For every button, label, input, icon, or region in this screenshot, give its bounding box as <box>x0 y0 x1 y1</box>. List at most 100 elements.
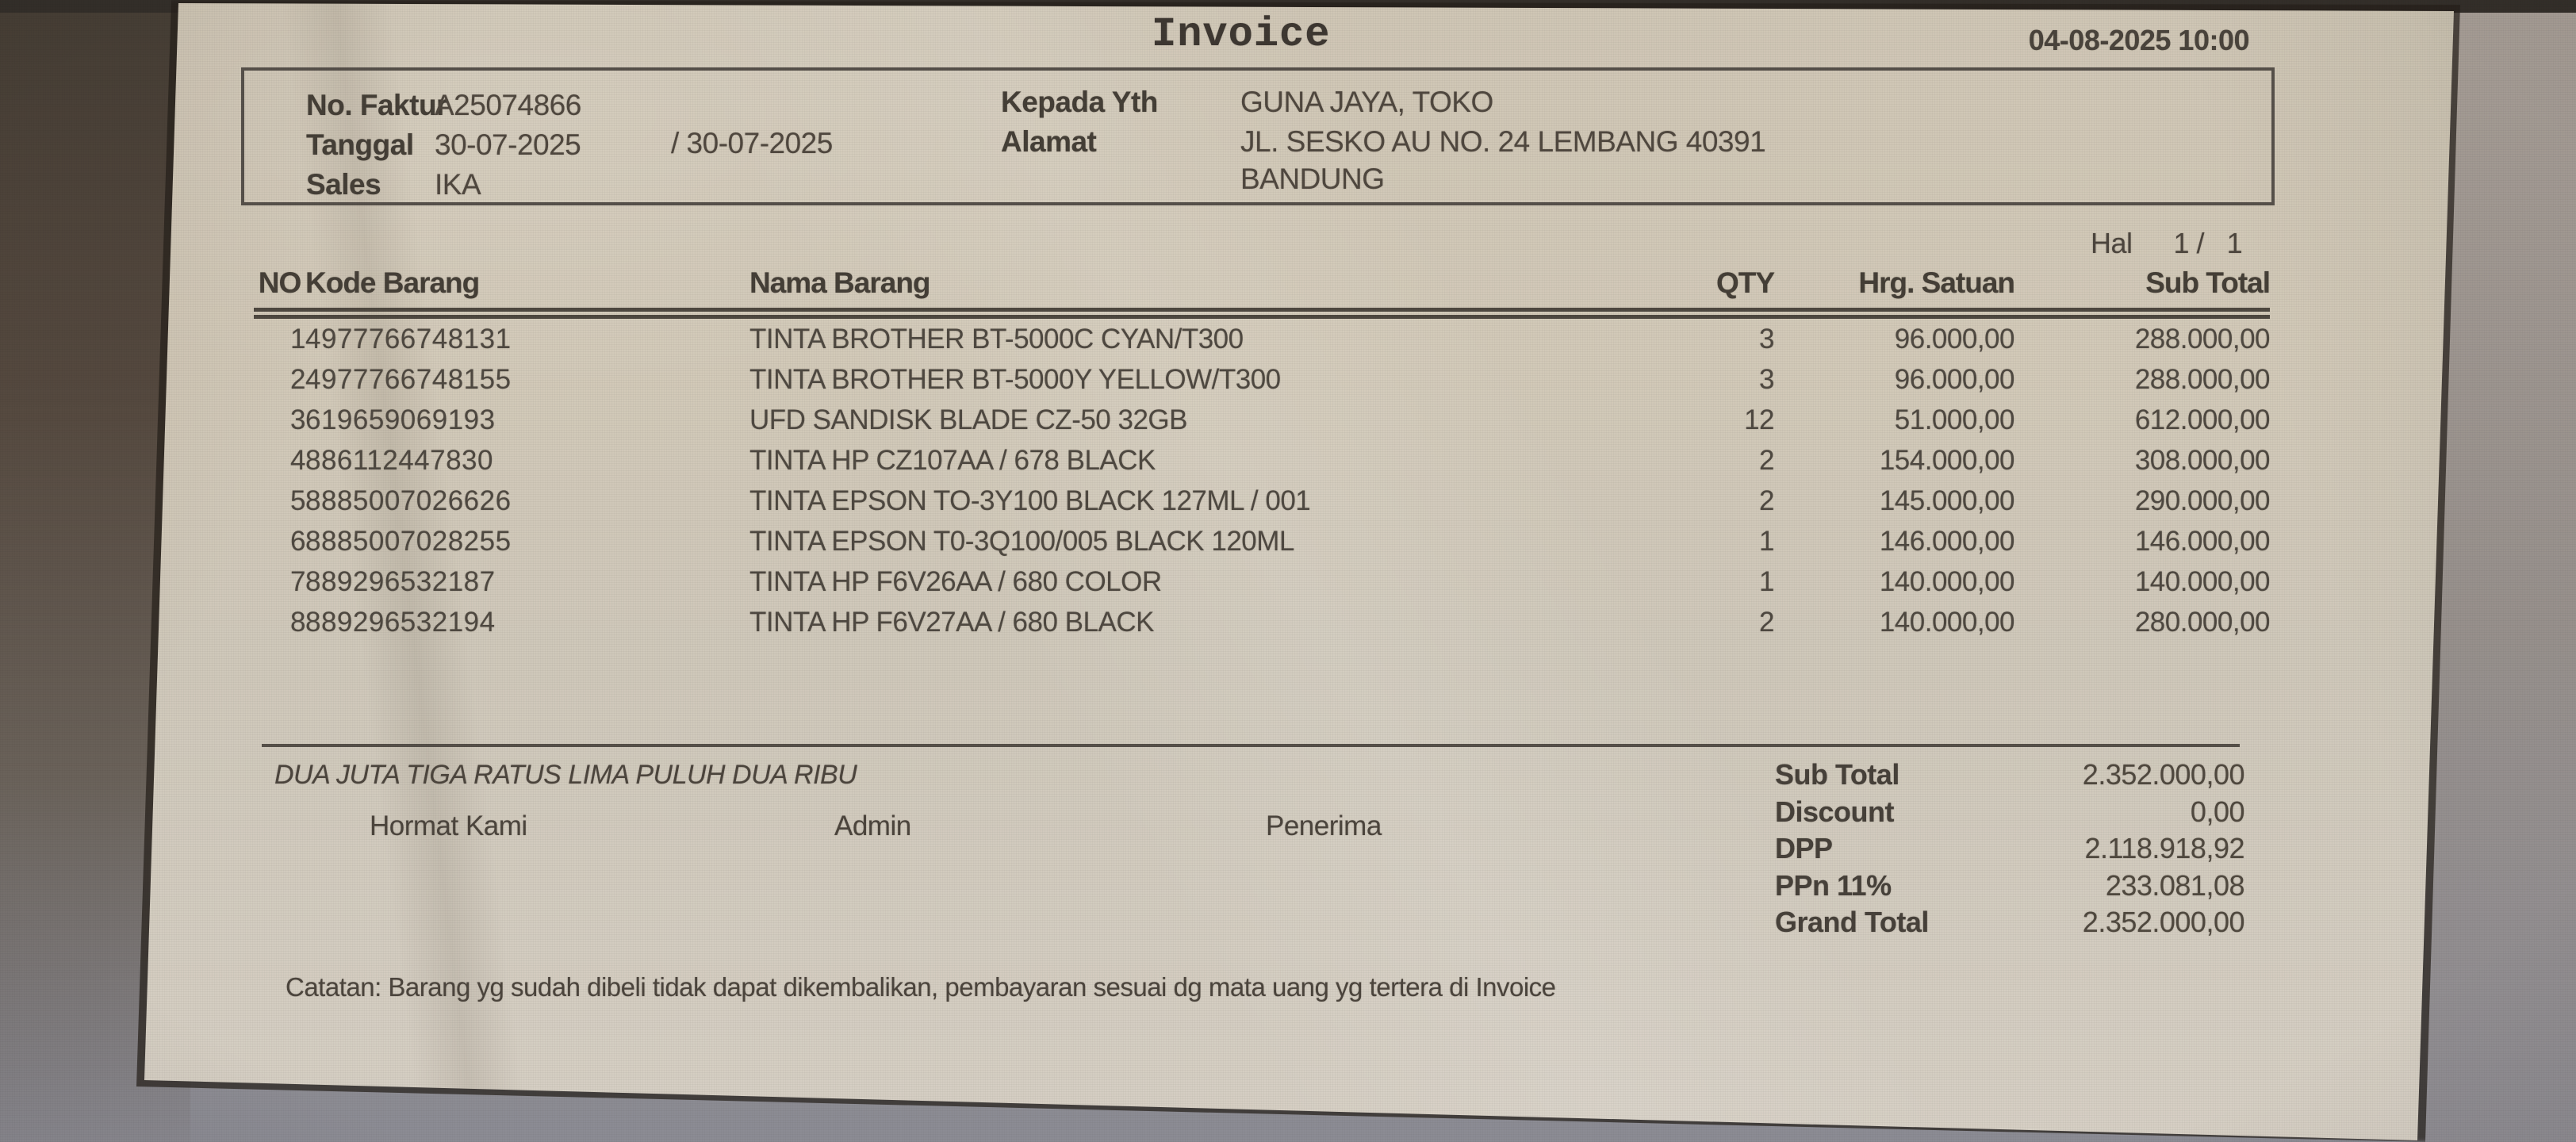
sales-label: Sales <box>306 168 381 201</box>
item-nama-cell: TINTA BROTHER BT-5000Y YELLOW/T300 <box>749 364 1281 395</box>
total-label: PPn 11% <box>1775 868 1892 902</box>
item-subtotal-cell: 288.000,00 <box>2134 324 2270 354</box>
total-row: Discount 0,00 <box>1775 795 2245 833</box>
item-row: 4 886112447830 TINTA HP CZ107AA / 678 BL… <box>254 440 2270 481</box>
item-qty-cell: 2 <box>1759 607 1774 638</box>
item-qty-cell: 2 <box>1759 445 1774 476</box>
items-header: NO Kode Barang Nama Barang QTY Hrg. Satu… <box>254 257 2271 319</box>
item-kode-cell: 8885007028255 <box>305 526 512 557</box>
signature-penerima: Penerima <box>1266 811 1382 841</box>
kepada-label: Kepada Yth <box>1001 86 1158 118</box>
item-kode-cell: 4977766748155 <box>305 364 512 395</box>
page-title: Invoice <box>1152 11 1331 58</box>
item-qty-cell: 1 <box>1759 566 1774 597</box>
signature-hormat-kami: Hormat Kami <box>370 811 527 841</box>
no-faktur-value: A25074866 <box>435 89 581 121</box>
item-kode-cell: 886112447830 <box>305 445 493 476</box>
item-row: 6 8885007028255 TINTA EPSON T0-3Q100/005… <box>254 521 2270 561</box>
col-qty: QTY <box>1578 257 1775 319</box>
item-no-cell: 2 <box>290 364 305 395</box>
item-hrg-cell: 51.000,00 <box>1894 404 2014 435</box>
item-nama-cell: UFD SANDISK BLADE CZ-50 32GB <box>749 404 1188 435</box>
total-label: DPP <box>1775 832 1833 865</box>
total-value: 0,00 <box>2190 795 2245 828</box>
item-subtotal-cell: 288.000,00 <box>2134 364 2270 395</box>
item-qty-cell: 2 <box>1759 485 1774 516</box>
item-no-cell: 5 <box>290 485 305 516</box>
total-row: Sub Total 2.352.000,00 <box>1775 758 2245 795</box>
item-nama-cell: TINTA BROTHER BT-5000C CYAN/T300 <box>749 324 1244 354</box>
item-nama-cell: TINTA EPSON TO-3Y100 BLACK 127ML / 001 <box>749 485 1311 516</box>
total-value: 2.118.918,92 <box>2084 832 2244 865</box>
printed-datetime: 04-08-2025 10:00 <box>2028 24 2250 56</box>
item-qty-cell: 1 <box>1759 526 1774 557</box>
item-hrg-cell: 140.000,00 <box>1879 607 2014 638</box>
item-subtotal-cell: 290.000,00 <box>2134 485 2270 516</box>
col-kode: Kode Barang <box>305 257 749 319</box>
total-label: Grand Total <box>1775 906 1929 939</box>
hal-value: 1 / 1 <box>2173 227 2243 259</box>
sales-value: IKA <box>435 168 481 201</box>
total-row: Grand Total 2.352.000,00 <box>1775 906 2245 943</box>
col-hrg: Hrg. Satuan <box>1774 257 2015 319</box>
note-text: Catatan: Barang yg sudah dibeli tidak da… <box>286 972 1556 1002</box>
item-kode-cell: 889296532187 <box>305 566 496 597</box>
items-body: 1 4977766748131 TINTA BROTHER BT-5000C C… <box>254 313 2270 642</box>
item-subtotal-cell: 612.000,00 <box>2134 404 2270 435</box>
item-no-cell: 4 <box>290 445 305 476</box>
item-nama-cell: TINTA HP F6V27AA / 680 BLACK <box>749 607 1154 638</box>
alamat-line1: JL. SESKO AU NO. 24 LEMBANG 40391 <box>1240 125 1766 158</box>
item-subtotal-cell: 140.000,00 <box>2134 566 2270 597</box>
item-row: 1 4977766748131 TINTA BROTHER BT-5000C C… <box>254 313 2270 359</box>
no-faktur-label: No. Faktur <box>306 89 447 121</box>
totals-block: Sub Total 2.352.000,00 Discount 0,00 DPP… <box>1775 758 2245 943</box>
item-row: 8 889296532194 TINTA HP F6V27AA / 680 BL… <box>254 602 2270 642</box>
items-header-row: NO Kode Barang Nama Barang QTY Hrg. Satu… <box>254 257 2271 319</box>
hal-label: Hal <box>2091 227 2133 259</box>
item-qty-cell: 3 <box>1759 324 1774 354</box>
item-no-cell: 8 <box>290 607 305 638</box>
item-kode-cell: 8885007026626 <box>305 485 512 516</box>
col-nama: Nama Barang <box>749 257 1578 319</box>
item-kode-cell: 889296532194 <box>305 607 496 638</box>
total-value: 2.352.000,00 <box>2082 906 2245 939</box>
item-no-cell: 3 <box>290 404 305 435</box>
item-qty-cell: 12 <box>1744 404 1774 435</box>
item-qty-cell: 3 <box>1759 364 1774 395</box>
item-hrg-cell: 154.000,00 <box>1879 445 2014 476</box>
alamat-label: Alamat <box>1001 125 1097 158</box>
total-value: 233.081,08 <box>2105 868 2245 902</box>
item-no-cell: 1 <box>290 324 305 354</box>
total-row: PPn 11% 233.081,08 <box>1775 868 2245 906</box>
item-row: 7 889296532187 TINTA HP F6V26AA / 680 CO… <box>254 561 2270 602</box>
item-nama-cell: TINTA EPSON T0-3Q100/005 BLACK 120ML <box>749 526 1294 557</box>
item-nama-cell: TINTA HP CZ107AA / 678 BLACK <box>749 445 1156 476</box>
total-value: 2.352.000,00 <box>2082 758 2245 791</box>
col-no: NO <box>254 257 305 319</box>
item-no-cell: 6 <box>290 526 305 557</box>
item-subtotal-cell: 280.000,00 <box>2134 607 2270 638</box>
item-subtotal-cell: 308.000,00 <box>2134 445 2270 476</box>
amount-in-words: DUA JUTA TIGA RATUS LIMA PULUH DUA RIBU <box>274 760 857 790</box>
item-hrg-cell: 96.000,00 <box>1894 364 2014 395</box>
item-hrg-cell: 146.000,00 <box>1879 526 2014 557</box>
kepada-value: GUNA JAYA, TOKO <box>1240 86 1493 118</box>
tanggal-label: Tanggal <box>306 128 414 161</box>
item-nama-cell: TINTA HP F6V26AA / 680 COLOR <box>749 566 1162 597</box>
tanggal-value: 30-07-2025 <box>435 128 581 161</box>
total-label: Discount <box>1775 795 1895 828</box>
item-kode-cell: 4977766748131 <box>305 324 512 354</box>
alamat-line2: BANDUNG <box>1240 163 1385 195</box>
items-table: NO Kode Barang Nama Barang QTY Hrg. Satu… <box>254 257 2271 642</box>
item-no-cell: 7 <box>290 566 305 597</box>
col-subtotal: Sub Total <box>2014 257 2271 319</box>
item-row: 2 4977766748155 TINTA BROTHER BT-5000Y Y… <box>254 359 2270 400</box>
page-counter: Hal 1 / 1 <box>2091 227 2243 260</box>
invoice-meta-box <box>241 67 2275 205</box>
item-subtotal-cell: 146.000,00 <box>2134 526 2270 557</box>
total-row: DPP 2.118.918,92 <box>1775 832 2244 869</box>
item-hrg-cell: 145.000,00 <box>1879 485 2014 516</box>
